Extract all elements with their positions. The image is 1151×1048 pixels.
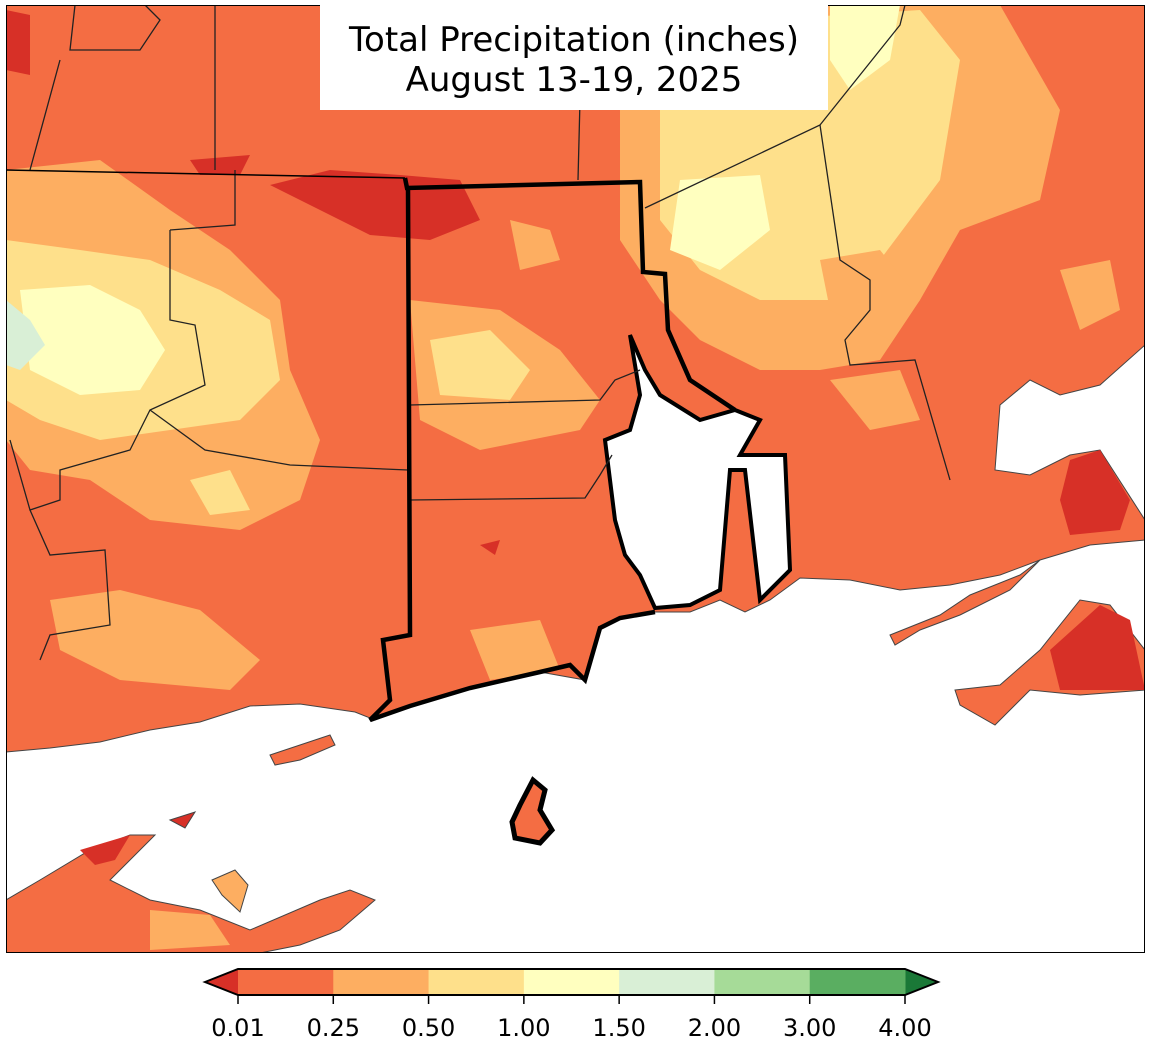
colorbar-tick-label: 0.01 [211, 1014, 265, 1042]
narragansett-bay [602, 334, 793, 611]
colorbar-bin [428, 969, 525, 995]
colorbar-tick-label: 3.00 [782, 1014, 837, 1042]
title-line-2: August 13-19, 2025 [405, 60, 743, 100]
colorbar-over-arrow [905, 969, 938, 995]
colorbar-bin [333, 969, 430, 995]
block-island [509, 776, 556, 846]
title-line-1: Total Precipitation (inches) [349, 20, 799, 60]
colorbar-bin [619, 969, 715, 995]
colorbar-bin [238, 969, 334, 995]
colorbar-bin [809, 969, 906, 995]
colorbar-tick-label: 0.25 [306, 1014, 360, 1042]
colorbar-bin [714, 969, 811, 995]
map-title: Total Precipitation (inches) August 13-1… [320, 5, 828, 110]
county-boundaries [9, 5, 951, 661]
colorbar-tick-label: 1.50 [592, 1014, 646, 1042]
colorbar-tick-label: 2.00 [687, 1014, 742, 1042]
colorbar-tick-label: 0.50 [401, 1014, 456, 1042]
colorbar-under-arrow [205, 969, 238, 995]
colorbar-bin [523, 969, 620, 995]
colorbar [202, 968, 941, 1004]
colorbar-tick-label: 4.00 [878, 1014, 932, 1042]
colorbar-tick-label: 1.00 [497, 1014, 551, 1042]
rhode-island-boundary [368, 177, 737, 723]
